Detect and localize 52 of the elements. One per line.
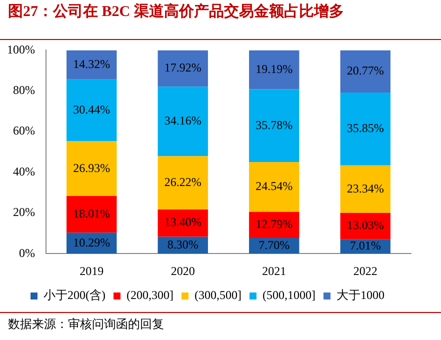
bar	[249, 162, 300, 212]
y-tick-label: 20%	[12, 205, 35, 220]
data-label: 26.93%	[73, 160, 110, 175]
legend-label: 小于200(含)	[44, 288, 106, 302]
legend-label: 大于1000	[336, 288, 384, 302]
legend-label: (500,1000]	[262, 288, 316, 302]
data-label: 8.30%	[167, 237, 198, 252]
bar	[158, 86, 208, 156]
y-tick-label: 60%	[12, 124, 35, 138]
data-label: 35.78%	[256, 118, 293, 132]
bar	[340, 165, 390, 213]
legend-label: (300,500]	[194, 288, 242, 302]
data-label: 24.54%	[256, 179, 293, 194]
bar	[66, 196, 117, 233]
data-label: 18.01%	[73, 206, 110, 221]
data-label: 13.40%	[164, 215, 202, 230]
bar	[249, 50, 300, 90]
bar	[340, 92, 390, 166]
x-tick-label: 2019	[80, 264, 104, 278]
source-note: 数据来源：审核问询函的回复	[0, 312, 441, 336]
data-label: 10.29%	[73, 235, 110, 250]
data-label: 20.77%	[346, 63, 384, 78]
data-label: 17.92%	[164, 60, 202, 75]
bar	[158, 50, 208, 87]
bar	[249, 212, 300, 238]
legend-label: (200,300]	[126, 288, 174, 302]
y-tick-label: 80%	[12, 83, 35, 98]
data-label: 12.79%	[256, 217, 293, 232]
data-label: 7.01%	[350, 238, 381, 253]
bar	[66, 79, 117, 142]
data-label: 26.22%	[164, 174, 202, 189]
data-label: 19.19%	[256, 62, 293, 76]
y-tick-label: 0%	[18, 246, 35, 260]
x-tick-label: 2021	[262, 264, 286, 278]
bar	[66, 141, 117, 196]
y-tick-label: 100%	[6, 42, 35, 56]
data-label: 7.70%	[258, 238, 290, 252]
x-tick-label: 2022	[353, 264, 378, 278]
bar	[340, 212, 390, 240]
y-tick-label: 40%	[12, 164, 35, 178]
data-label: 34.16%	[164, 114, 202, 128]
bar	[158, 156, 208, 210]
data-label: 30.44%	[73, 102, 110, 116]
bar	[249, 89, 300, 162]
data-label: 14.32%	[73, 56, 110, 71]
bar	[340, 50, 390, 92]
data-label: 35.85%	[346, 121, 384, 136]
data-label: 13.03%	[346, 218, 384, 232]
bar	[66, 50, 117, 80]
data-label: 23.34%	[346, 181, 384, 196]
chart-title: 图27：公司在 B2C 渠道高价产品交易金额占比增多	[0, 0, 441, 40]
x-tick-label: 2020	[170, 264, 195, 278]
